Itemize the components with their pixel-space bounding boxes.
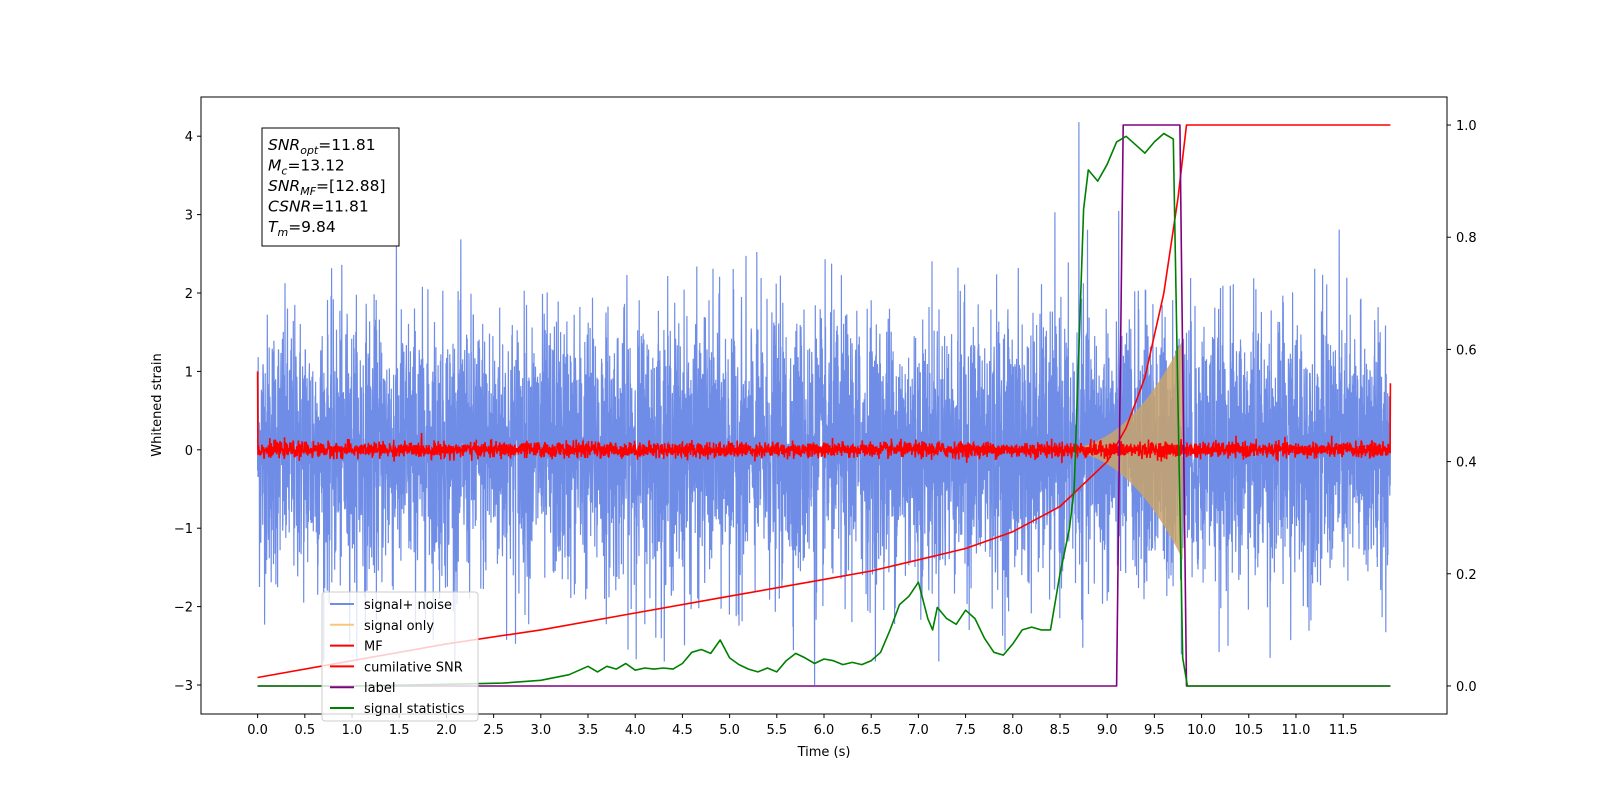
x-tick-label: 1.0: [342, 723, 363, 738]
y-tick-label: 3: [185, 209, 193, 224]
stat-line: Tm=9.84: [268, 218, 336, 239]
y2-tick-label: 0.2: [1456, 568, 1477, 583]
x-tick-label: 9.0: [1097, 723, 1118, 738]
y2-tick-label: 0.6: [1456, 343, 1477, 358]
y2-tick-label: 0.8: [1456, 231, 1477, 246]
x-axis-label: Time (s): [797, 745, 851, 760]
y2-tick-label: 0.0: [1456, 680, 1477, 695]
x-tick-label: 10.0: [1187, 723, 1216, 738]
series-cumulative-snr-line: [257, 124, 1391, 679]
series-signal-noise-line: [257, 122, 1391, 686]
x-tick-label: 8.5: [1050, 723, 1071, 738]
x-tick-label: 2.5: [483, 723, 504, 738]
stat-line: Mc=13.12: [268, 157, 345, 178]
y2-tick-label: 1.0: [1456, 119, 1477, 134]
x-tick-label: 5.5: [766, 723, 787, 738]
stats-box-frame: [261, 127, 400, 247]
x-tick-label: 5.0: [719, 723, 740, 738]
x-tick-label: 11.0: [1281, 723, 1310, 738]
y-tick-label: 1: [185, 365, 193, 380]
stat-line: SNRopt=11.81: [268, 136, 376, 157]
x-tick-label: 7.5: [955, 723, 976, 738]
y-tick-label: 2: [185, 287, 193, 302]
legend-label: MF: [364, 640, 383, 655]
y2-tick-label: 0.4: [1456, 456, 1477, 471]
x-tick-label: 3.0: [530, 723, 551, 738]
legend: signal+ noise signal only MF cumilative SNR…: [321, 591, 479, 722]
plot-area: [256, 122, 1392, 687]
y-tick-label: −3: [174, 679, 193, 694]
x-tick-label: 4.0: [625, 723, 646, 738]
y-tick-label: 0: [185, 444, 193, 459]
y-axis-left: −3 −2 −1 0 1 2 3 4: [174, 130, 201, 694]
x-tick-label: 7.0: [908, 723, 929, 738]
x-tick-label: 1.5: [389, 723, 410, 738]
legend-label: cumilative SNR: [364, 660, 463, 675]
x-tick-label: 0.5: [294, 723, 315, 738]
legend-label: label: [364, 681, 395, 696]
legend-label: signal only: [364, 619, 434, 634]
series-mf-line: [256, 371, 1392, 464]
x-tick-label: 8.0: [1002, 723, 1023, 738]
legend-label: signal+ noise: [364, 598, 452, 613]
y-tick-label: −1: [174, 522, 193, 537]
x-tick-label: 2.0: [436, 723, 457, 738]
x-tick-label: 9.5: [1144, 723, 1165, 738]
y-tick-label: −2: [174, 601, 193, 616]
y-tick-label: 4: [185, 130, 193, 145]
y-axis-right: 0.0 0.2 0.4 0.6 0.8 1.0: [1447, 119, 1477, 695]
x-tick-label: 4.5: [672, 723, 693, 738]
legend-frame: [321, 591, 479, 722]
legend-label: signal statistics: [364, 702, 465, 717]
x-axis: 0.0 0.5 1.0 1.5 2.0 2.5 3.0 3.5 4.0 4.5 5.0 5.5 6.0 6…: [247, 714, 1358, 738]
x-tick-label: 0.0: [247, 723, 268, 738]
stat-line: CSNR=11.81: [268, 198, 369, 216]
x-tick-label: 6.0: [814, 723, 835, 738]
x-tick-label: 6.5: [861, 723, 882, 738]
x-tick-label: 11.5: [1329, 723, 1358, 738]
x-tick-label: 3.5: [578, 723, 599, 738]
stats-annotation-box: SNRopt=11.81Mc=13.12SNRMF=[12.88]CSNR=11…: [261, 127, 400, 247]
x-tick-label: 10.5: [1234, 723, 1263, 738]
y-axis-label: Whitened strain: [150, 353, 165, 456]
stat-line: SNRMF=[12.88]: [268, 177, 386, 198]
series-signal-statistics-line: [257, 132, 1391, 687]
